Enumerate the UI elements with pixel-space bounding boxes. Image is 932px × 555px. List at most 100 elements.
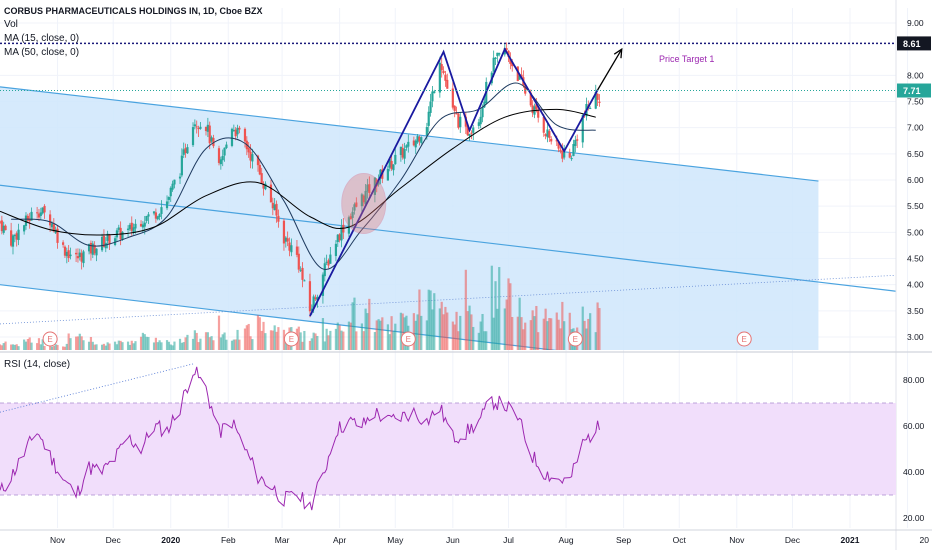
candle-body[interactable]: [542, 116, 545, 133]
candle-body[interactable]: [496, 52, 499, 57]
candle-body[interactable]: [132, 227, 135, 233]
candle-body[interactable]: [102, 235, 106, 248]
candle-body[interactable]: [581, 115, 584, 143]
candle-body[interactable]: [258, 164, 261, 175]
candle-body[interactable]: [243, 128, 247, 142]
candle-body[interactable]: [390, 160, 393, 169]
candle-body[interactable]: [492, 57, 495, 72]
candle-body[interactable]: [145, 215, 148, 221]
candle-body[interactable]: [152, 211, 156, 214]
candle-body[interactable]: [329, 254, 332, 264]
candle-body[interactable]: [308, 281, 312, 312]
candle-body[interactable]: [87, 243, 91, 252]
candle-body[interactable]: [212, 137, 215, 147]
candle-body[interactable]: [91, 243, 94, 255]
candle-body[interactable]: [412, 140, 415, 146]
candle-body[interactable]: [262, 184, 265, 189]
candle-body[interactable]: [171, 183, 174, 190]
current-price-badge[interactable]: 7.71: [897, 83, 931, 98]
candle-body[interactable]: [548, 131, 551, 138]
candle-body[interactable]: [520, 74, 523, 78]
candle-body[interactable]: [43, 205, 46, 213]
candle-body[interactable]: [388, 159, 391, 168]
candle-body[interactable]: [403, 148, 406, 159]
candle-body[interactable]: [271, 202, 274, 209]
candle-body[interactable]: [36, 212, 39, 214]
candle-body[interactable]: [325, 261, 328, 263]
candle-body[interactable]: [312, 296, 315, 309]
candle-body[interactable]: [247, 147, 250, 153]
candle-body[interactable]: [24, 215, 28, 226]
candle-body[interactable]: [570, 158, 573, 160]
candle-body[interactable]: [544, 134, 547, 136]
candle-body[interactable]: [130, 222, 133, 231]
candle-body[interactable]: [180, 155, 183, 176]
candle-body[interactable]: [453, 105, 456, 111]
candle-body[interactable]: [186, 147, 189, 154]
candle-body[interactable]: [2, 225, 5, 233]
candle-body[interactable]: [429, 101, 432, 113]
candle-body[interactable]: [191, 127, 195, 146]
candle-body[interactable]: [349, 216, 352, 220]
candle-body[interactable]: [173, 179, 176, 185]
candle-body[interactable]: [17, 229, 20, 241]
candle-body[interactable]: [37, 213, 41, 218]
candle-body[interactable]: [516, 66, 519, 81]
candle-body[interactable]: [108, 234, 111, 245]
earnings-marker[interactable]: E: [283, 331, 299, 347]
candle-body[interactable]: [82, 251, 85, 264]
candle-body[interactable]: [230, 128, 234, 146]
candle-body[interactable]: [26, 215, 29, 221]
candle-body[interactable]: [62, 242, 65, 245]
candle-body[interactable]: [225, 144, 228, 148]
candle-body[interactable]: [39, 212, 42, 216]
candle-body[interactable]: [221, 155, 224, 161]
candle-body[interactable]: [379, 169, 382, 179]
candle-body[interactable]: [355, 202, 358, 207]
candle-body[interactable]: [269, 184, 273, 203]
candle-body[interactable]: [236, 127, 239, 135]
candle-body[interactable]: [535, 104, 538, 110]
candle-body[interactable]: [74, 252, 78, 255]
candle-body[interactable]: [483, 101, 486, 108]
candle-body[interactable]: [41, 207, 44, 214]
candle-body[interactable]: [182, 149, 185, 155]
candle-body[interactable]: [284, 237, 287, 242]
candle-body[interactable]: [208, 125, 211, 144]
candle-body[interactable]: [28, 219, 31, 222]
candle-body[interactable]: [529, 92, 532, 106]
candle-body[interactable]: [154, 212, 157, 219]
candle-body[interactable]: [316, 296, 319, 301]
candle-body[interactable]: [334, 243, 338, 257]
candle-body[interactable]: [199, 126, 202, 129]
candle-body[interactable]: [596, 93, 599, 100]
candle-body[interactable]: [13, 235, 16, 237]
candle-body[interactable]: [121, 231, 124, 240]
candle-body[interactable]: [537, 109, 540, 118]
candle-body[interactable]: [167, 197, 170, 200]
candle-body[interactable]: [219, 159, 222, 165]
candle-body[interactable]: [295, 246, 299, 255]
candle-body[interactable]: [89, 242, 93, 254]
candle-body[interactable]: [69, 254, 72, 257]
candle-body[interactable]: [568, 152, 571, 158]
candle-body[interactable]: [277, 215, 280, 222]
candle-body[interactable]: [117, 227, 120, 230]
candle-body[interactable]: [498, 52, 501, 55]
candle-body[interactable]: [446, 79, 449, 89]
candle-body[interactable]: [93, 244, 96, 254]
candle-body[interactable]: [232, 130, 235, 132]
candle-body[interactable]: [314, 297, 317, 300]
candle-body[interactable]: [377, 180, 380, 185]
candle-body[interactable]: [559, 149, 562, 152]
rsi-line[interactable]: [0, 366, 600, 511]
candle-body[interactable]: [598, 101, 601, 103]
candle-body[interactable]: [546, 129, 549, 138]
candle-body[interactable]: [466, 126, 469, 136]
candle-body[interactable]: [405, 145, 408, 148]
candle-body[interactable]: [505, 48, 508, 50]
candle-body[interactable]: [360, 194, 363, 207]
candle-body[interactable]: [80, 253, 83, 262]
candle-body[interactable]: [574, 139, 577, 146]
candle-body[interactable]: [23, 225, 26, 232]
